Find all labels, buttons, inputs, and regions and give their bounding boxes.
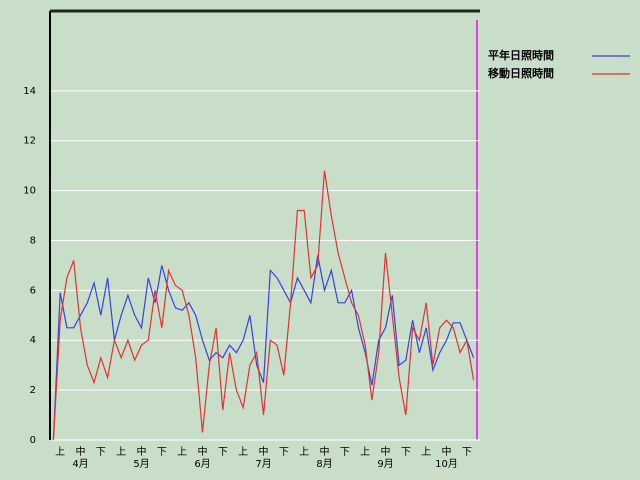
x-tick-label: 中: [381, 445, 391, 458]
y-tick-label: 12: [23, 136, 36, 147]
y-tick-label: 0: [30, 435, 36, 446]
x-tick-label: 中: [259, 445, 269, 458]
x-tick-label: 下: [157, 447, 167, 458]
x-tick-label: 下: [96, 447, 106, 458]
y-tick-label: 10: [23, 186, 36, 197]
x-tick-label: 下: [218, 447, 228, 458]
month-label: 6月: [194, 458, 210, 470]
x-tick-label: 上: [238, 446, 248, 458]
x-tick-label: 下: [340, 447, 350, 458]
series-line: [52, 255, 475, 441]
x-tick-label: 中: [320, 445, 330, 458]
y-tick-label: 14: [23, 86, 36, 97]
month-label: 8月: [316, 458, 332, 470]
x-tick-label: 上: [177, 446, 187, 458]
x-tick-label: 上: [421, 446, 431, 458]
x-tick-label: 下: [279, 447, 289, 458]
x-tick-label: 上: [360, 446, 370, 458]
x-tick-label: 中: [137, 445, 147, 458]
x-tick-label: 中: [76, 445, 86, 458]
y-tick-label: 8: [30, 235, 36, 246]
x-tick-label: 中: [198, 445, 208, 458]
y-tick-label: 6: [30, 285, 36, 296]
legend-label: 平年日照時間: [488, 48, 554, 62]
y-tick-label: 2: [30, 385, 36, 396]
x-tick-label: 上: [116, 446, 126, 458]
x-tick-label: 中: [442, 445, 452, 458]
legend-label: 移動日照時間: [488, 66, 554, 80]
x-tick-label: 下: [401, 447, 411, 458]
x-tick-label: 上: [299, 446, 309, 458]
x-tick-label: 上: [55, 446, 65, 458]
month-label: 10月: [435, 458, 458, 470]
month-label: 4月: [72, 458, 88, 470]
y-tick-label: 4: [30, 335, 36, 346]
x-tick-label: 下: [462, 447, 472, 458]
series-line: [52, 170, 475, 441]
month-label: 7月: [255, 458, 271, 470]
month-label: 5月: [133, 458, 149, 470]
month-label: 9月: [377, 458, 393, 470]
